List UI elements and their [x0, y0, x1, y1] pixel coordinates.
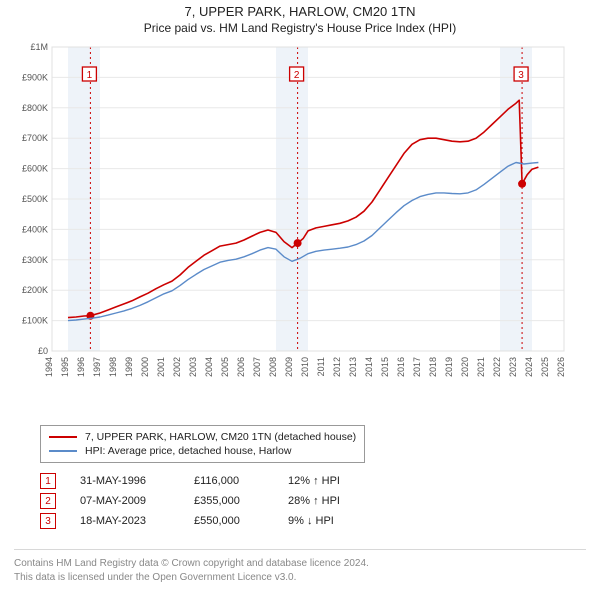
svg-text:£1M: £1M: [30, 42, 48, 52]
page-subtitle: Price paid vs. HM Land Registry's House …: [0, 21, 600, 35]
svg-text:1997: 1997: [92, 357, 102, 377]
svg-text:2006: 2006: [236, 357, 246, 377]
svg-text:2021: 2021: [476, 357, 486, 377]
svg-text:2019: 2019: [444, 357, 454, 377]
svg-text:1994: 1994: [44, 357, 54, 377]
svg-text:2025: 2025: [540, 357, 550, 377]
svg-text:1999: 1999: [124, 357, 134, 377]
event-number-badge: 1: [40, 473, 56, 489]
svg-text:2024: 2024: [524, 357, 534, 377]
svg-text:2010: 2010: [300, 357, 310, 377]
svg-text:2009: 2009: [284, 357, 294, 377]
page-title: 7, UPPER PARK, HARLOW, CM20 1TN: [0, 4, 600, 19]
svg-text:2007: 2007: [252, 357, 262, 377]
svg-text:2014: 2014: [364, 357, 374, 377]
svg-text:2022: 2022: [492, 357, 502, 377]
svg-text:1996: 1996: [76, 357, 86, 377]
legend-row: 7, UPPER PARK, HARLOW, CM20 1TN (detache…: [49, 430, 356, 444]
svg-text:2: 2: [294, 70, 300, 81]
chart: £0 £100K £200K £300K £400K £500K £600K £700K £80…: [14, 41, 586, 421]
footer-line-1: Contains HM Land Registry data © Crown c…: [14, 557, 586, 571]
svg-text:2026: 2026: [556, 357, 566, 377]
legend-label: HPI: Average price, detached house, Harl…: [85, 445, 291, 457]
chart-svg: £0 £100K £200K £300K £400K £500K £600K £700K £80…: [14, 41, 574, 381]
legend: 7, UPPER PARK, HARLOW, CM20 1TN (detache…: [40, 425, 365, 463]
svg-text:3: 3: [518, 70, 524, 81]
event-row: 1 31-MAY-1996 £116,000 12% ↑ HPI: [40, 471, 586, 491]
svg-text:2023: 2023: [508, 357, 518, 377]
svg-text:1998: 1998: [108, 357, 118, 377]
svg-text:2017: 2017: [412, 357, 422, 377]
event-delta: 12% ↑ HPI: [288, 475, 368, 487]
svg-text:1: 1: [87, 70, 93, 81]
legend-label: 7, UPPER PARK, HARLOW, CM20 1TN (detache…: [85, 431, 356, 443]
event-date: 18-MAY-2023: [80, 515, 170, 527]
svg-text:1995: 1995: [60, 357, 70, 377]
svg-text:2012: 2012: [332, 357, 342, 377]
svg-text:£300K: £300K: [22, 255, 48, 265]
event-date: 07-MAY-2009: [80, 495, 170, 507]
svg-text:2018: 2018: [428, 357, 438, 377]
legend-row: HPI: Average price, detached house, Harl…: [49, 444, 356, 458]
footer-separator: [14, 549, 586, 550]
svg-text:2020: 2020: [460, 357, 470, 377]
event-delta: 28% ↑ HPI: [288, 495, 368, 507]
event-price: £116,000: [194, 475, 264, 487]
svg-text:2003: 2003: [188, 357, 198, 377]
event-delta: 9% ↓ HPI: [288, 515, 368, 527]
events-table: 1 31-MAY-1996 £116,000 12% ↑ HPI 2 07-MAY-200…: [40, 471, 586, 531]
svg-text:2008: 2008: [268, 357, 278, 377]
footer-line-2: This data is licensed under the Open Gov…: [14, 571, 586, 585]
svg-text:£700K: £700K: [22, 133, 48, 143]
event-price: £550,000: [194, 515, 264, 527]
legend-swatch: [49, 450, 77, 452]
svg-text:2004: 2004: [204, 357, 214, 377]
svg-text:2005: 2005: [220, 357, 230, 377]
svg-text:2002: 2002: [172, 357, 182, 377]
svg-text:£500K: £500K: [22, 194, 48, 204]
event-row: 2 07-MAY-2009 £355,000 28% ↑ HPI: [40, 491, 586, 511]
footer: Contains HM Land Registry data © Crown c…: [14, 553, 586, 584]
svg-text:2015: 2015: [380, 357, 390, 377]
event-number-badge: 3: [40, 513, 56, 529]
svg-text:2013: 2013: [348, 357, 358, 377]
svg-text:£100K: £100K: [22, 316, 48, 326]
event-number-badge: 2: [40, 493, 56, 509]
event-price: £355,000: [194, 495, 264, 507]
legend-swatch: [49, 436, 77, 438]
svg-text:2011: 2011: [316, 357, 326, 376]
svg-text:2001: 2001: [156, 357, 166, 377]
svg-text:£800K: £800K: [22, 103, 48, 113]
svg-text:£400K: £400K: [22, 224, 48, 234]
svg-text:£200K: £200K: [22, 285, 48, 295]
svg-text:£900K: £900K: [22, 72, 48, 82]
svg-text:£600K: £600K: [22, 164, 48, 174]
svg-text:£0: £0: [38, 346, 48, 356]
svg-text:2000: 2000: [140, 357, 150, 377]
svg-text:2016: 2016: [396, 357, 406, 377]
event-date: 31-MAY-1996: [80, 475, 170, 487]
event-row: 3 18-MAY-2023 £550,000 9% ↓ HPI: [40, 511, 586, 531]
